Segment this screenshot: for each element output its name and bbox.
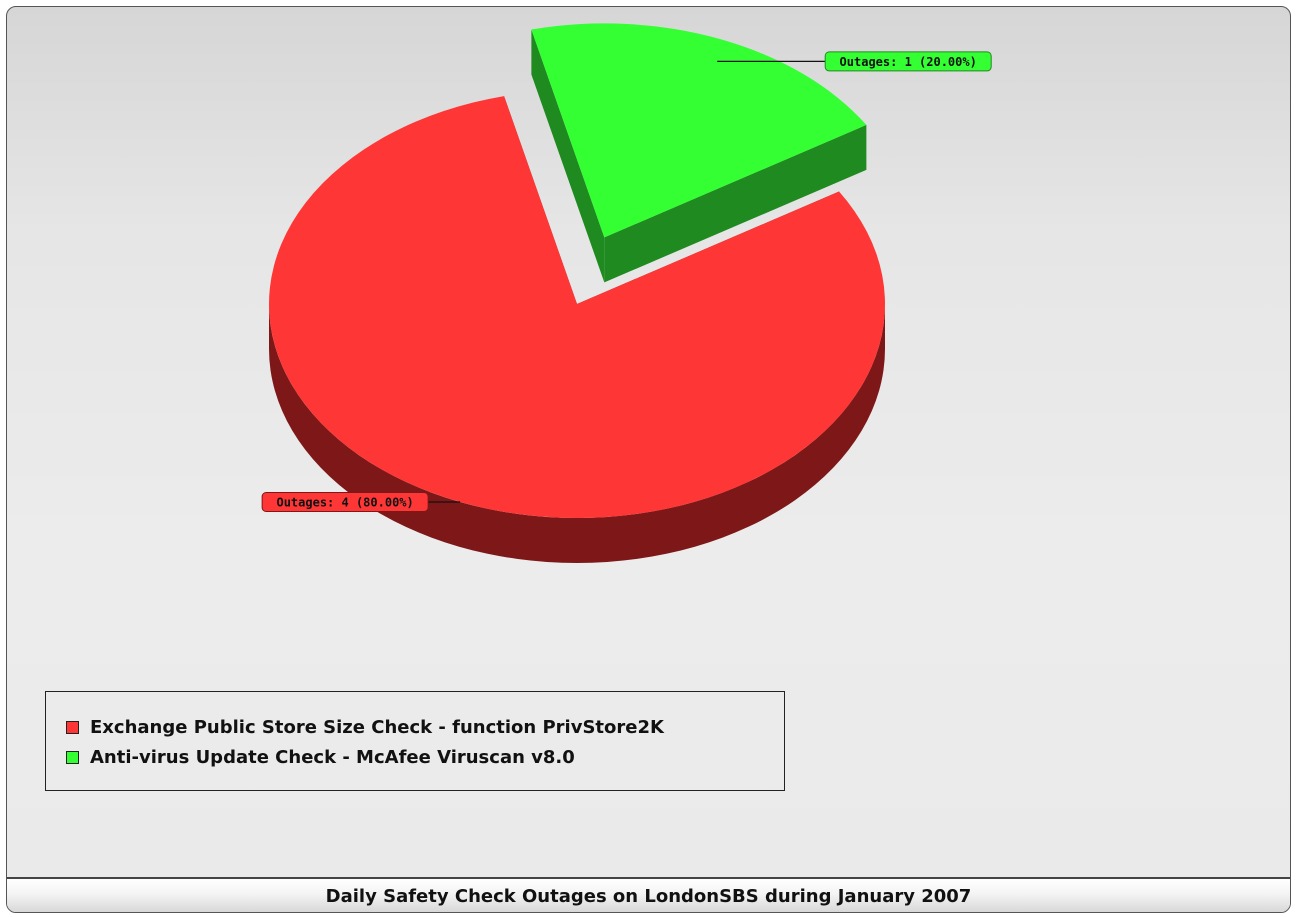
legend-label-antivirus: Anti-virus Update Check - McAfee Virusca…: [90, 746, 575, 768]
legend-label-exchange: Exchange Public Store Size Check - funct…: [90, 716, 664, 738]
legend-swatch-antivirus: [66, 750, 79, 764]
chart-title: Daily Safety Check Outages on LondonSBS …: [325, 886, 972, 907]
pie-labels: Outages: 4 (80.00%) Outages: 1 (20.00%): [261, 51, 992, 512]
legend-item: Anti-virus Update Check - McAfee Virusca…: [66, 742, 784, 772]
legend: Exchange Public Store Size Check - funct…: [45, 691, 785, 791]
title-bar: Daily Safety Check Outages on LondonSBS …: [7, 877, 1290, 912]
pie-slice-wall: [604, 124, 867, 283]
pie-slice-wall: [531, 29, 605, 283]
legend-item: Exchange Public Store Size Check - funct…: [66, 712, 784, 742]
data-label: Outages: 4 (80.00%): [276, 495, 413, 509]
pie-chart: Outages: 4 (80.00%) Outages: 1 (20.00%): [261, 23, 992, 563]
legend-swatch-exchange: [66, 720, 79, 734]
data-label: Outages: 1 (20.00%): [840, 55, 977, 69]
chart-panel: Outages: 4 (80.00%) Outages: 1 (20.00%) E…: [6, 6, 1291, 913]
data-label-box: [824, 51, 992, 72]
pie-slice: [268, 96, 885, 519]
data-label-box: [261, 491, 429, 512]
pie-tops: [268, 23, 885, 519]
pie-slice: [531, 23, 867, 238]
